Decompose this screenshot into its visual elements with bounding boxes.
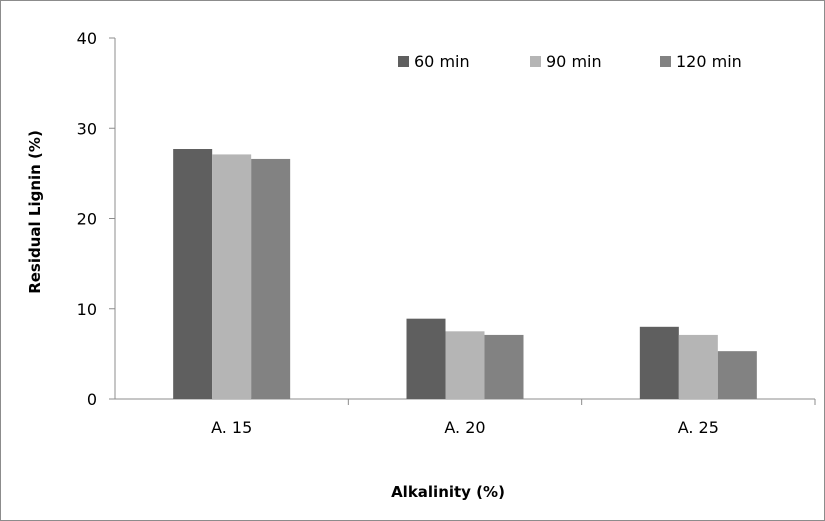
bar-60-min-A20 — [406, 318, 446, 399]
y-axis-title: Residual Lignin (%) — [26, 130, 44, 294]
bar-90-min-A20 — [445, 331, 485, 399]
y-tick-label: 30 — [77, 119, 97, 138]
y-tick-label: 40 — [77, 29, 97, 48]
legend-swatch — [530, 56, 541, 67]
bar-120-min-A15 — [251, 158, 291, 399]
x-tick-label: A. 15 — [211, 418, 252, 437]
bars — [173, 149, 757, 399]
legend-label: 120 min — [676, 52, 742, 71]
y-tick-label: 20 — [77, 210, 97, 229]
bar-90-min-A15 — [212, 154, 252, 399]
legend-label: 90 min — [546, 52, 602, 71]
bar-60-min-A15 — [173, 149, 213, 399]
y-tick-label: 0 — [87, 390, 97, 409]
x-axis-title: Alkalinity (%) — [391, 483, 505, 501]
bar-60-min-A25 — [639, 326, 679, 399]
legend-swatch — [398, 56, 409, 67]
x-tick-label: A. 20 — [444, 418, 485, 437]
y-tick-label: 10 — [77, 300, 97, 319]
legend: 60 min 90 min 120 min — [398, 52, 742, 71]
x-tick-label: A. 25 — [678, 418, 719, 437]
legend-swatch — [660, 56, 671, 67]
y-ticks: 0 10 20 30 40 — [77, 29, 115, 409]
bar-90-min-A25 — [678, 334, 718, 399]
bar-120-min-A20 — [484, 334, 524, 399]
bar-120-min-A25 — [717, 351, 757, 399]
legend-label: 60 min — [414, 52, 470, 71]
x-ticks: A. 15 A. 20 A. 25 — [211, 399, 816, 437]
